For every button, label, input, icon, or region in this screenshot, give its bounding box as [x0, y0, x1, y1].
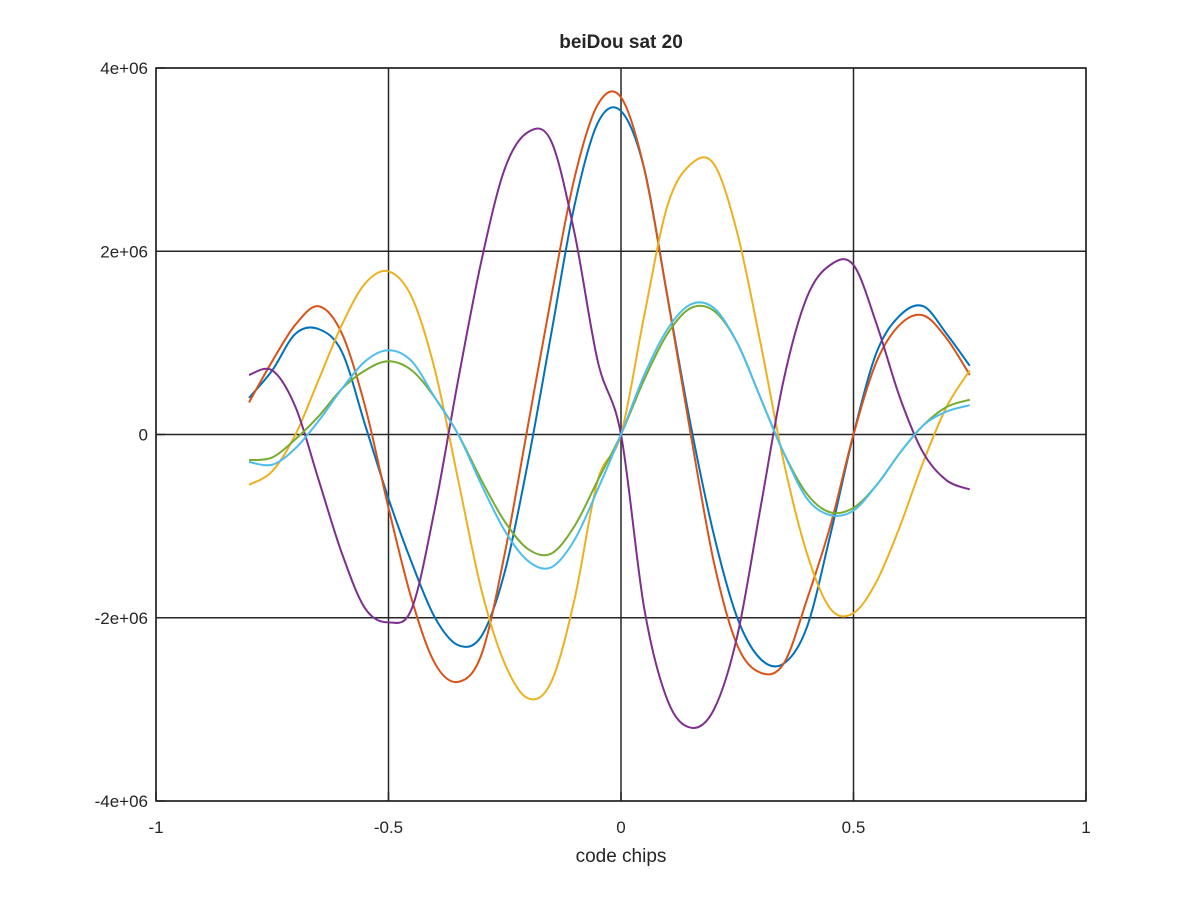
x-tick-label: 1 [1081, 818, 1090, 837]
y-tick-label: 2e+06 [100, 242, 148, 261]
series-line-2 [248, 90, 971, 684]
y-tick-label: -4e+06 [95, 792, 148, 811]
x-tick-label: -1 [148, 818, 163, 837]
x-axis-label: code chips [576, 846, 667, 867]
x-tick-label: 0 [616, 818, 625, 837]
ticks: -1 -0.5 0 0.5 1 -4e+06 -2e+06 0 2e+06 4e+06 [95, 59, 1091, 837]
y-tick-label: -2e+06 [95, 609, 148, 628]
x-tick-label: -0.5 [374, 818, 403, 837]
series-line-4 [248, 127, 971, 729]
series-line-6 [248, 301, 971, 570]
y-tick-label: 0 [139, 426, 148, 445]
chart-title: beiDou sat 20 [559, 32, 683, 53]
y-tick-label: 4e+06 [100, 59, 148, 78]
series-line-5 [248, 304, 971, 557]
series-lines [248, 90, 971, 729]
x-tick-label: 0.5 [842, 818, 866, 837]
